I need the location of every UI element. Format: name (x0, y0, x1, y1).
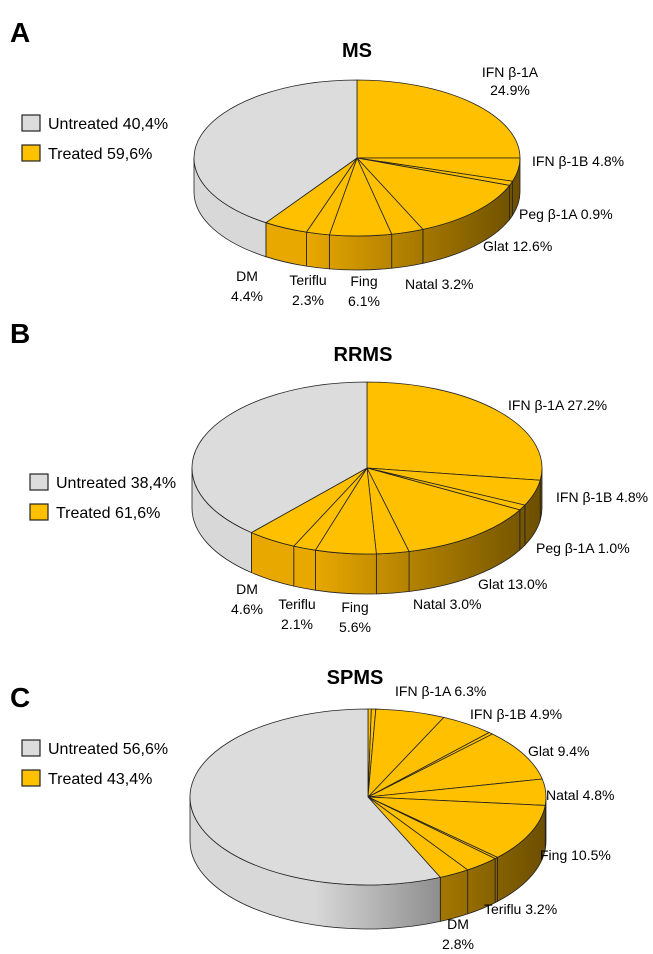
legend-label-treated: Treated 43,4% (48, 771, 152, 788)
panel-letter: C (10, 682, 30, 713)
chart-title: RRMS (334, 344, 393, 366)
slice-label-glat: Glat 13.0% (478, 576, 547, 592)
slice-label-ifn-beta-1a: IFN β-1A 24.9% (482, 64, 539, 98)
legend: Untreated 40,4% Treated 59,6% (22, 115, 168, 163)
pie-side-peg-beta-1a (510, 181, 513, 219)
chart-title: SPMS (327, 667, 384, 689)
slice-label-line: 5.6% (339, 619, 371, 635)
slice-label-line: 2.3% (292, 292, 324, 308)
slice-label-line: Natal 3.2% (405, 276, 473, 292)
slice-label-line: DM (236, 581, 258, 597)
pie-side-fing (315, 550, 376, 594)
slice-label-line: Fing (350, 273, 377, 289)
legend-label-treated: Treated 59,6% (48, 146, 152, 163)
slice-label-ifn-beta-1b: IFN β-1B 4.9% (470, 706, 562, 722)
pie (190, 709, 546, 929)
slice-label-line: Natal 4.8% (546, 787, 614, 803)
slice-label-teriflu: Teriflu 2.1% (278, 596, 315, 632)
panel-a: A MS IFN β-1A 24.9% IFN β-1B 4.8% Peg β-1A … (10, 17, 624, 309)
panel-c: C SPMS IFN β-1A 6.3% IFN β-1B 4.9% Glat 9.… (10, 667, 614, 952)
slice-label-line: IFN β-1A 6.3% (395, 683, 486, 699)
slice-label-line: IFN β-1B 4.8% (532, 153, 624, 169)
slice-label-fing: Fing 5.6% (339, 599, 371, 635)
panel-b: B RRMS IFN β-1A 27.2% IFN β-1B 4.8% Peg β-… (10, 318, 648, 635)
legend-label-untreated: Untreated 40,4% (48, 116, 168, 133)
slice-label-line: 24.9% (490, 82, 530, 98)
slice-label-line: 6.1% (348, 293, 380, 309)
slice-label-line: Glat 12.6% (483, 238, 552, 254)
slice-label-ifn-beta-1b: IFN β-1B 4.8% (532, 153, 624, 169)
slice-label-dm: DM 4.4% (231, 268, 263, 304)
slice-label-line: DM (236, 268, 258, 284)
pie-side-natal (376, 551, 409, 593)
legend-label-treated: Treated 61,6% (56, 505, 160, 522)
slice-label-fing: Fing 10.5% (540, 847, 611, 863)
panel-letter: B (10, 318, 30, 349)
pie-side-teriflu (306, 232, 329, 269)
pie (194, 80, 520, 270)
slice-label-dm: DM 2.8% (442, 916, 474, 952)
legend: Untreated 38,4% Treated 61,6% (30, 474, 176, 522)
slice-label-line: Natal 3.0% (413, 596, 481, 612)
slice-label-teriflu: Teriflu 3.2% (484, 901, 557, 917)
legend-swatch-treated (30, 504, 48, 520)
slice-label-line: Peg β-1A 1.0% (536, 540, 630, 556)
slice-label-line: Fing 10.5% (540, 847, 611, 863)
legend-swatch-untreated (30, 474, 48, 490)
slice-label-line: IFN β-1B 4.9% (470, 706, 562, 722)
slice-label-line: Fing (341, 599, 368, 615)
slice-label-natal: Natal 4.8% (546, 787, 614, 803)
slice-label-peg-beta-1a: Peg β-1A 0.9% (519, 206, 613, 222)
slice-label-fing: Fing 6.1% (348, 273, 380, 309)
slice-label-line: Teriflu (289, 272, 326, 288)
slice-label-line: Glat 9.4% (528, 743, 589, 759)
pie-side-teriflu (294, 546, 316, 590)
legend-swatch-untreated (22, 115, 40, 131)
legend-label-untreated: Untreated 38,4% (56, 475, 176, 492)
legend-swatch-treated (22, 770, 40, 786)
chart-title: MS (342, 40, 372, 62)
pie-side-dm (440, 870, 467, 922)
slice-label-peg-beta-1a: Peg β-1A 1.0% (536, 540, 630, 556)
slice-label-line: 4.4% (231, 288, 263, 304)
slice-label-line: 4.6% (231, 601, 263, 617)
slice-label-ifn-beta-1b: IFN β-1B 4.8% (556, 489, 648, 505)
panel-letter: A (10, 17, 30, 48)
slice-label-natal: Natal 3.0% (413, 596, 481, 612)
slice-label-line: DM (447, 916, 469, 932)
slice-label-line: IFN β-1A (482, 64, 539, 80)
pie (192, 382, 542, 594)
slice-label-dm: DM 4.6% (231, 581, 263, 617)
slice-label-line: Teriflu 3.2% (484, 901, 557, 917)
legend-swatch-untreated (22, 740, 40, 756)
pie-side-fing (329, 234, 391, 270)
slice-label-line: IFN β-1B 4.8% (556, 489, 648, 505)
slice-label-glat: Glat 9.4% (528, 743, 589, 759)
slice-label-teriflu: Teriflu 2.3% (289, 272, 326, 308)
pie-side-natal (392, 229, 423, 268)
slice-label-line: Teriflu (278, 596, 315, 612)
slice-label-line: 2.1% (281, 616, 313, 632)
legend-swatch-treated (22, 145, 40, 161)
legend: Untreated 56,6% Treated 43,4% (22, 740, 168, 788)
slice-label-ifn-beta-1a: IFN β-1A 6.3% (395, 683, 486, 699)
slice-label-line: 2.8% (442, 936, 474, 952)
slice-label-ifn-beta-1a: IFN β-1A 27.2% (508, 397, 607, 413)
slice-label-line: Glat 13.0% (478, 576, 547, 592)
slice-label-line: Peg β-1A 0.9% (519, 206, 613, 222)
slice-label-line: IFN β-1A 27.2% (508, 397, 607, 413)
slice-label-natal: Natal 3.2% (405, 276, 473, 292)
slice-label-glat: Glat 12.6% (483, 238, 552, 254)
legend-label-untreated: Untreated 56,6% (48, 741, 168, 758)
pie-side-peg-beta-1a (520, 505, 525, 550)
